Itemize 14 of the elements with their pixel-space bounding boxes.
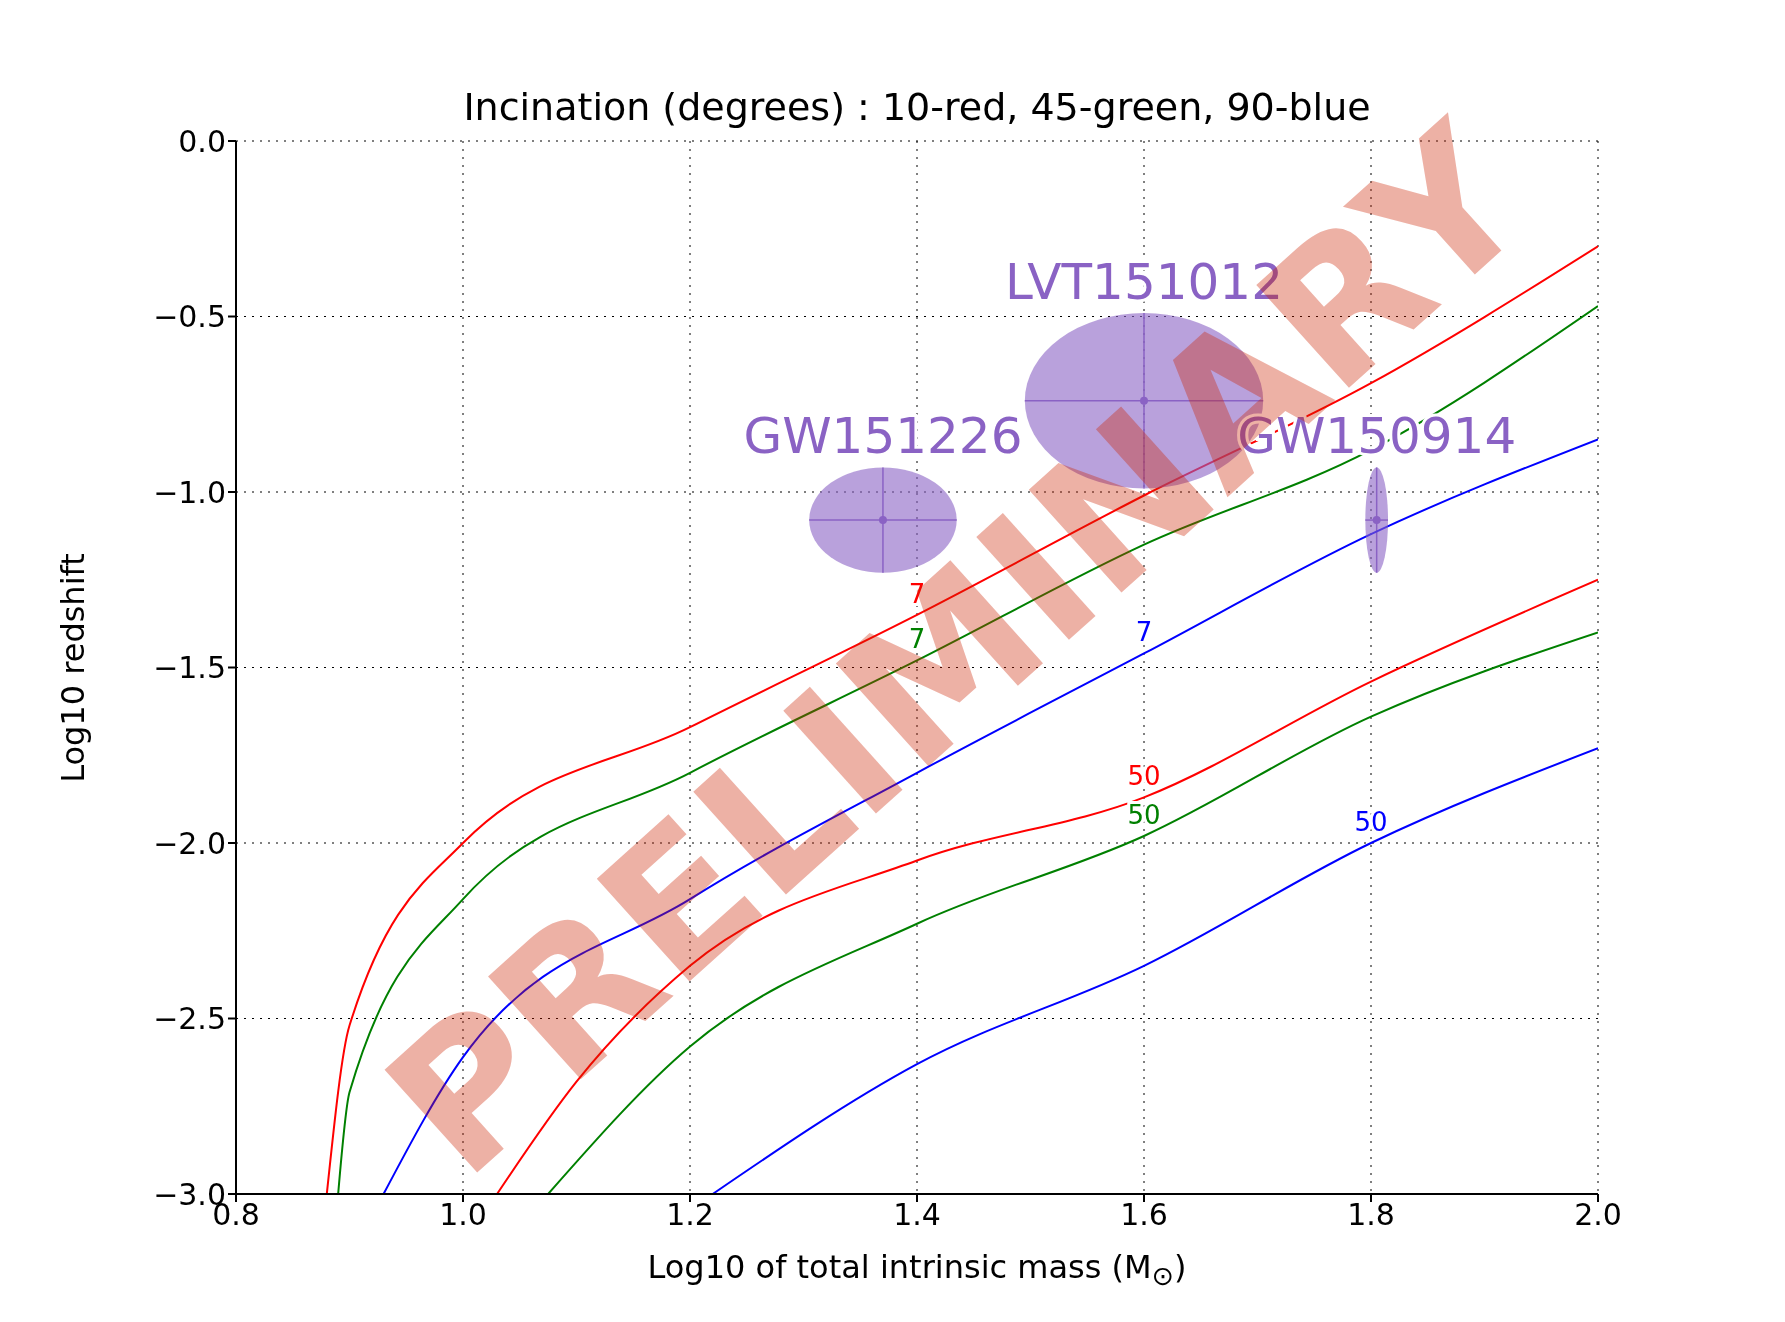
x-tick-label: 1.4	[893, 1197, 941, 1233]
y-tick-label: −0.5	[153, 299, 226, 335]
y-tick-label: −1.5	[153, 650, 226, 686]
x-tick-label: 1.2	[666, 1197, 714, 1233]
x-tick-label: 1.8	[1347, 1197, 1395, 1233]
x-axis-title: Log10 of total intrinsic mass (M$_{⊙}$)	[646, 1248, 1188, 1292]
y-tick-label: −2.0	[153, 825, 226, 861]
y-axis-title: Log10 redshift	[54, 552, 92, 783]
x-tick-label: 1.0	[439, 1197, 487, 1233]
y-tick-label: −1.0	[153, 474, 226, 510]
x-tick-label: 1.6	[1120, 1197, 1168, 1233]
x-tick-label: 2.0	[1574, 1197, 1622, 1233]
y-tick-label: −2.5	[153, 1001, 226, 1037]
y-tick-label: 0.0	[178, 123, 226, 159]
